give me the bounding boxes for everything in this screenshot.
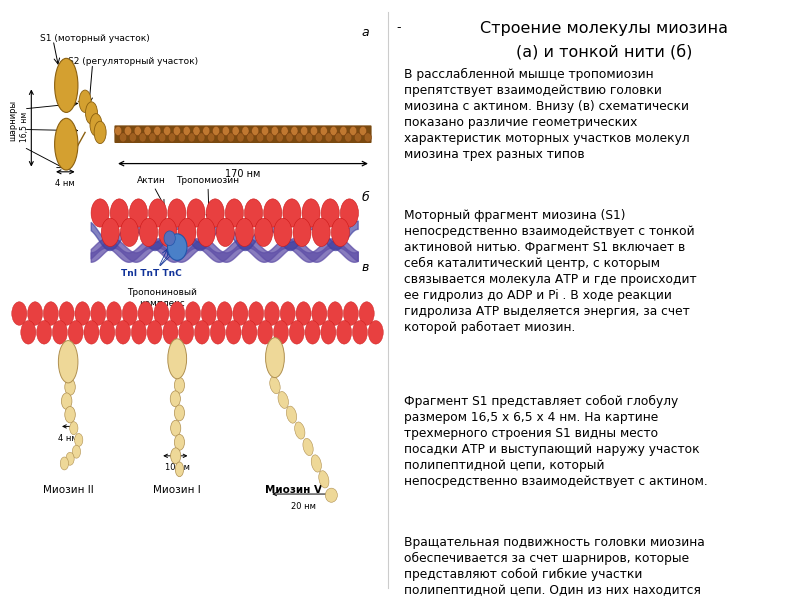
- Text: Актин: Актин: [137, 176, 166, 185]
- Ellipse shape: [90, 113, 102, 136]
- Text: Тропомиозин: Тропомиозин: [176, 176, 239, 185]
- Ellipse shape: [354, 133, 362, 142]
- Text: 4 нм: 4 нм: [55, 179, 75, 188]
- Ellipse shape: [175, 462, 183, 476]
- Ellipse shape: [266, 133, 274, 142]
- Ellipse shape: [12, 302, 27, 325]
- Ellipse shape: [158, 218, 177, 247]
- Ellipse shape: [278, 391, 289, 409]
- Ellipse shape: [174, 377, 185, 393]
- Ellipse shape: [174, 434, 185, 450]
- Ellipse shape: [52, 320, 67, 344]
- Ellipse shape: [193, 127, 200, 136]
- Ellipse shape: [187, 199, 205, 227]
- Ellipse shape: [154, 127, 161, 136]
- Ellipse shape: [266, 338, 284, 377]
- Ellipse shape: [170, 391, 180, 407]
- Text: Миозин II: Миозин II: [42, 485, 94, 495]
- Ellipse shape: [91, 199, 109, 227]
- Ellipse shape: [364, 133, 371, 142]
- Ellipse shape: [186, 302, 201, 325]
- Ellipse shape: [167, 234, 187, 260]
- Ellipse shape: [353, 320, 367, 344]
- Ellipse shape: [178, 133, 186, 142]
- Ellipse shape: [306, 133, 313, 142]
- Ellipse shape: [283, 199, 301, 227]
- Ellipse shape: [154, 302, 169, 325]
- Ellipse shape: [21, 320, 36, 344]
- Ellipse shape: [122, 302, 138, 325]
- Text: -: -: [396, 20, 401, 34]
- Ellipse shape: [94, 121, 106, 143]
- Ellipse shape: [258, 320, 273, 344]
- Ellipse shape: [326, 488, 338, 502]
- Ellipse shape: [102, 218, 119, 247]
- Ellipse shape: [169, 133, 175, 142]
- Ellipse shape: [124, 127, 131, 136]
- Ellipse shape: [359, 127, 366, 136]
- Ellipse shape: [60, 457, 69, 470]
- Ellipse shape: [178, 218, 196, 247]
- Ellipse shape: [86, 102, 98, 124]
- Ellipse shape: [233, 302, 248, 325]
- Ellipse shape: [310, 127, 318, 136]
- Ellipse shape: [115, 320, 130, 344]
- Ellipse shape: [318, 470, 329, 488]
- Ellipse shape: [202, 302, 216, 325]
- Ellipse shape: [252, 127, 259, 136]
- Ellipse shape: [208, 133, 214, 142]
- Ellipse shape: [294, 422, 305, 439]
- Ellipse shape: [168, 199, 186, 227]
- Ellipse shape: [164, 231, 175, 245]
- Ellipse shape: [265, 302, 279, 325]
- Ellipse shape: [303, 439, 313, 455]
- Ellipse shape: [281, 127, 288, 136]
- Ellipse shape: [271, 127, 278, 136]
- Ellipse shape: [210, 320, 226, 344]
- Text: Моторный фрагмент миозина (S1)
непосредственно взаимодействует с тонкой
актиново: Моторный фрагмент миозина (S1) непосредс…: [404, 209, 697, 334]
- Ellipse shape: [217, 302, 232, 325]
- Ellipse shape: [54, 58, 78, 112]
- Ellipse shape: [139, 133, 146, 142]
- Ellipse shape: [242, 320, 257, 344]
- Ellipse shape: [140, 218, 158, 247]
- Ellipse shape: [222, 127, 230, 136]
- Ellipse shape: [183, 127, 190, 136]
- Ellipse shape: [144, 127, 151, 136]
- Ellipse shape: [274, 320, 289, 344]
- Ellipse shape: [264, 199, 282, 227]
- Ellipse shape: [274, 218, 292, 247]
- Ellipse shape: [312, 302, 327, 325]
- Text: шарниры: шарниры: [8, 100, 17, 141]
- Ellipse shape: [311, 455, 322, 472]
- Ellipse shape: [276, 133, 283, 142]
- Ellipse shape: [65, 379, 75, 395]
- Ellipse shape: [100, 320, 114, 344]
- Ellipse shape: [216, 218, 234, 247]
- Ellipse shape: [305, 320, 320, 344]
- Text: Строение молекулы миозина: Строение молекулы миозина: [480, 20, 728, 36]
- Ellipse shape: [197, 218, 215, 247]
- Ellipse shape: [345, 133, 352, 142]
- Ellipse shape: [43, 302, 58, 325]
- Ellipse shape: [130, 199, 147, 227]
- Ellipse shape: [321, 320, 336, 344]
- Text: S1 (моторный участок): S1 (моторный участок): [40, 34, 150, 43]
- Ellipse shape: [206, 199, 224, 227]
- Ellipse shape: [130, 133, 137, 142]
- Ellipse shape: [331, 218, 350, 247]
- Text: Миозин I: Миозин I: [154, 485, 201, 495]
- Ellipse shape: [291, 127, 298, 136]
- Ellipse shape: [62, 393, 72, 409]
- Ellipse shape: [235, 218, 254, 247]
- FancyBboxPatch shape: [114, 125, 371, 143]
- Ellipse shape: [84, 320, 99, 344]
- Ellipse shape: [106, 302, 122, 325]
- Ellipse shape: [194, 320, 210, 344]
- Ellipse shape: [58, 341, 78, 383]
- Text: Фрагмент S1 представляет собой глобулу
размером 16,5 х 6,5 х 4 нм. На картине
тр: Фрагмент S1 представляет собой глобулу р…: [404, 395, 708, 488]
- Ellipse shape: [70, 422, 78, 434]
- Ellipse shape: [359, 302, 374, 325]
- Ellipse shape: [368, 320, 383, 344]
- Ellipse shape: [66, 452, 74, 465]
